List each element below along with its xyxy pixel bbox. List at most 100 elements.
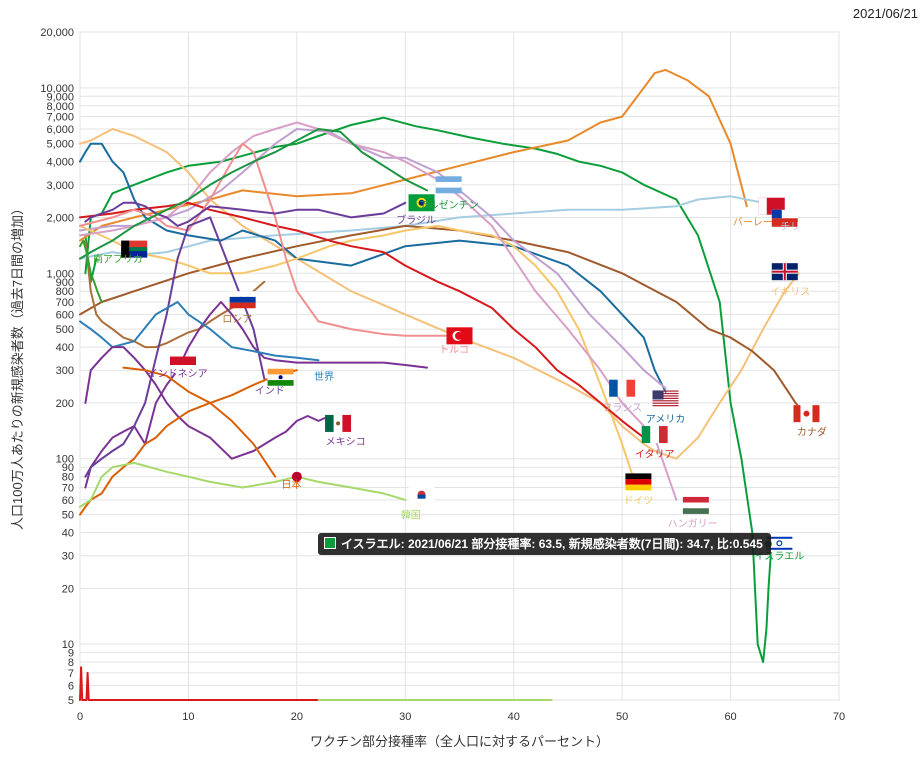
argentina-flag-icon <box>435 176 462 194</box>
series-line[interactable] <box>79 142 450 337</box>
country-label: ハンガリー <box>668 518 718 530</box>
country-label: メキシコ <box>326 437 366 448</box>
brazil-flag-icon <box>408 194 435 212</box>
x-tick-label: 0 <box>77 711 83 723</box>
chile-flag-icon <box>771 209 798 227</box>
uk-flag-icon <box>771 263 798 281</box>
series-line[interactable] <box>79 224 634 478</box>
korea-flag-icon <box>408 486 435 504</box>
series-line[interactable] <box>79 666 320 701</box>
series-line[interactable] <box>79 461 407 508</box>
israel-flag-icon <box>766 534 793 552</box>
mexico-flag-icon <box>325 414 352 432</box>
y-tick-label: 10,000 <box>40 83 74 95</box>
country-label: チリ <box>780 221 800 233</box>
country-label: ドイツ <box>623 496 653 507</box>
y-tick-label: 3,000 <box>46 180 74 192</box>
germany-flag-icon <box>625 473 652 491</box>
y-tick-label: 7 <box>68 668 74 680</box>
usa-flag-icon <box>652 390 679 407</box>
country-label: フランス <box>602 402 642 414</box>
y-tick-label: 6 <box>68 680 74 692</box>
country-label: インドネシア <box>148 368 208 380</box>
series-line[interactable] <box>79 239 103 303</box>
date-label: 2021/06/21 <box>852 6 918 21</box>
y-tick-label: 5,000 <box>46 139 74 151</box>
x-tick-label: 30 <box>399 711 411 723</box>
x-axis-title: ワクチン部分接種率（全人口に対するパーセント） <box>310 734 609 749</box>
y-tick-label: 2,000 <box>46 212 74 224</box>
y-tick-label: 600 <box>56 309 74 321</box>
y-tick-label: 8 <box>68 657 74 669</box>
country-label: イギリス <box>770 286 810 298</box>
series-line[interactable] <box>84 346 331 460</box>
y-tick-label: 1,000 <box>46 268 74 280</box>
country-label: ブラジル <box>396 213 436 226</box>
y-tick-label: 20 <box>62 583 74 595</box>
y-tick-label: 60 <box>62 495 74 507</box>
y-axis-title: 人口100万人あたりの新規感染者数（過去7日間の増加） <box>10 202 25 530</box>
series-line[interactable] <box>79 301 320 362</box>
country-label: アルゼンチン <box>419 199 479 211</box>
series-line[interactable] <box>79 195 765 260</box>
y-tick-label: 9 <box>68 648 74 660</box>
country-label: アメリカ <box>646 413 686 425</box>
y-tick-label: 20,000 <box>40 27 74 39</box>
russia-flag-icon <box>229 291 256 309</box>
y-tick-label: 70 <box>62 482 74 494</box>
hungary-flag-icon <box>682 496 709 514</box>
country-label: バーレーン <box>733 217 783 229</box>
france-flag-icon <box>609 379 636 397</box>
y-tick-label: 9,000 <box>46 91 74 103</box>
y-tick-label: 8,000 <box>46 101 74 113</box>
y-tick-label: 500 <box>56 324 74 336</box>
y-tick-label: 800 <box>56 286 74 298</box>
y-tick-label: 6,000 <box>46 124 74 136</box>
y-tick-label: 700 <box>56 297 74 309</box>
series-line[interactable] <box>84 201 407 227</box>
x-tick-label: 10 <box>182 711 194 723</box>
y-tick-label: 4,000 <box>46 157 74 169</box>
series-line[interactable] <box>79 369 298 516</box>
country-label: 韓国 <box>401 510 421 522</box>
y-tick-label: 30 <box>62 551 74 563</box>
series-line[interactable] <box>122 366 277 478</box>
x-tick-label: 40 <box>508 711 520 723</box>
series-line[interactable] <box>79 128 667 390</box>
series-line[interactable] <box>84 301 428 489</box>
x-tick-label: 20 <box>291 711 303 723</box>
y-tick-label: 7,000 <box>46 112 74 124</box>
series-line[interactable] <box>79 128 800 460</box>
india-flag-icon <box>267 368 294 386</box>
y-tick-label: 90 <box>62 462 74 474</box>
series-line[interactable] <box>84 216 266 478</box>
y-tick-label: 400 <box>56 342 74 354</box>
series-line[interactable] <box>79 121 678 501</box>
y-tick-label: 300 <box>56 365 74 377</box>
y-tick-label: 40 <box>62 528 74 540</box>
italy-flag-icon <box>641 426 668 444</box>
y-tick-label: 5 <box>68 695 74 707</box>
tooltip-swatch <box>324 537 336 549</box>
japan-flag-icon <box>291 471 302 482</box>
country-label: 日本 <box>281 478 301 491</box>
y-tick-label: 10 <box>62 639 74 651</box>
series-line[interactable] <box>79 128 428 260</box>
country-label: トルコ <box>439 345 469 356</box>
country-label: 南アフリカ <box>93 253 143 266</box>
turkey-flag-icon <box>446 327 473 345</box>
chart-tooltip: イスラエル: 2021/06/21 部分接種率: 63.5, 新規感染者数(7日… <box>318 533 771 555</box>
indonesia-flag-icon <box>170 356 197 374</box>
tooltip-text: イスラエル: 2021/06/21 部分接種率: 63.5, 新規感染者数(7日… <box>341 537 763 551</box>
x-tick-label: 60 <box>724 711 736 723</box>
y-tick-label: 50 <box>62 510 74 522</box>
country-label: イタリア <box>635 448 675 460</box>
series-line[interactable] <box>79 142 667 393</box>
country-label: カナダ <box>797 426 827 439</box>
x-tick-label: 70 <box>833 711 845 723</box>
y-tick-label: 80 <box>62 472 74 484</box>
y-tick-label: 200 <box>56 398 74 410</box>
y-tick-label: 100 <box>56 454 74 466</box>
southafrica-flag-icon <box>121 240 148 258</box>
